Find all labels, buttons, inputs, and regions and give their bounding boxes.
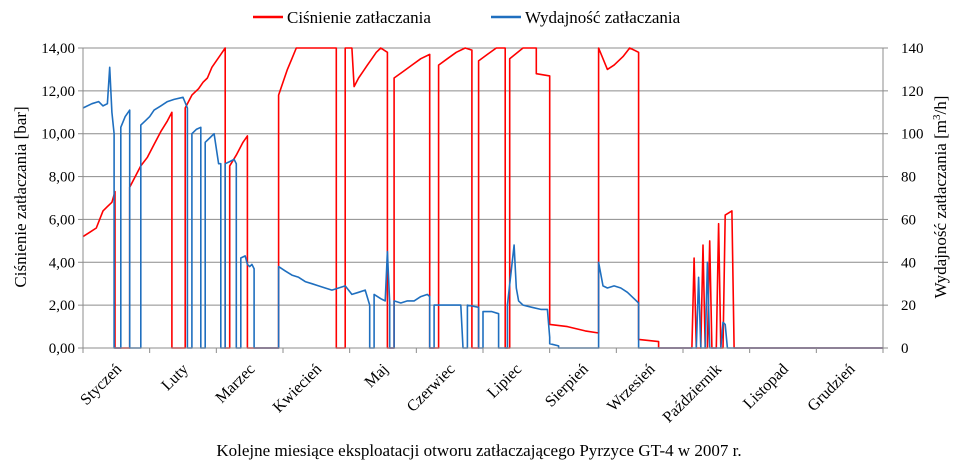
x-tick-label: Listopad [740, 361, 792, 413]
x-tick-label: Sierpień [542, 361, 592, 411]
left-tick-label: 0,00 [49, 341, 75, 357]
x-tick-label: Październik [660, 361, 725, 426]
right-tick-label: 40 [901, 255, 916, 271]
left-tick-label: 4,00 [49, 255, 75, 271]
left-tick-label: 8,00 [49, 170, 75, 186]
right-tick-label: 20 [901, 298, 916, 314]
right-tick-label: 120 [901, 84, 924, 100]
right-tick-label: 140 [901, 41, 924, 57]
grid-lines [83, 47, 883, 349]
right-axis-title: Wydajność zatłaczania [m3/h] [931, 96, 950, 299]
left-axis-title: Ciśnienie zatłaczania [bar] [11, 106, 30, 287]
x-tick-label: Wrzesień [604, 361, 658, 415]
left-tick-label: 6,00 [49, 212, 75, 228]
x-tick-label: Styczeń [77, 361, 125, 409]
x-tick-label: Grudzień [804, 361, 858, 415]
left-tick-label: 2,00 [49, 298, 75, 314]
right-tick-label: 100 [901, 127, 924, 143]
legend-label-pressure: Ciśnienie zatłaczania [287, 8, 431, 27]
x-tick-label: Maj [362, 361, 392, 391]
left-tick-label: 10,00 [41, 127, 75, 143]
x-tick-label: Kwiecień [270, 361, 325, 416]
x-tick-label: Luty [158, 361, 191, 394]
right-tick-label: 0 [901, 341, 909, 357]
series-line-pressure [82, 47, 883, 349]
left-tick-label: 12,00 [41, 84, 75, 100]
x-tick-label: Lipiec [484, 361, 525, 402]
left-tick-label: 14,00 [41, 41, 75, 57]
series-line-flow [82, 66, 883, 349]
series-layer [82, 47, 883, 349]
x-axis-title: Kolejne miesiące eksploatacji otworu zat… [216, 441, 741, 460]
x-tick-label: Czerwiec [404, 361, 459, 416]
right-tick-label: 60 [901, 212, 916, 228]
legend-label-flow: Wydajność zatłaczania [525, 8, 681, 27]
x-tick-label: Marzec [213, 361, 259, 407]
legend: Ciśnienie zatłaczania Wydajność zatłacza… [253, 8, 681, 27]
axes [78, 47, 888, 353]
right-tick-label: 80 [901, 170, 916, 186]
